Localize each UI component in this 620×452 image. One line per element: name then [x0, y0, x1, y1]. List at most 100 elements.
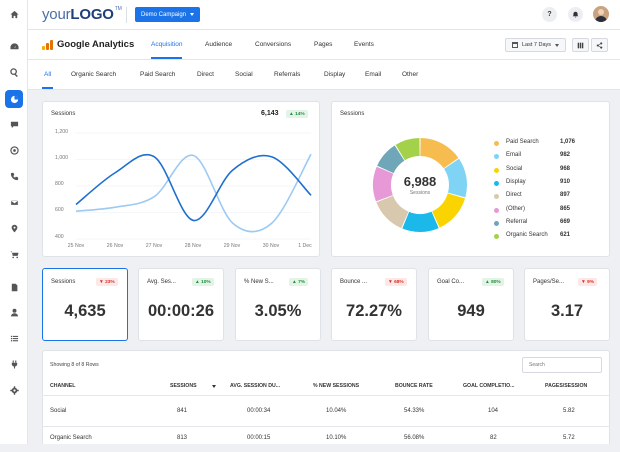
kpi-card[interactable]: Bounce ... ▼ 68% 72.27% — [331, 268, 417, 341]
notifications-button[interactable] — [568, 7, 583, 22]
tab-social[interactable]: Social — [235, 71, 253, 78]
document-icon[interactable] — [0, 277, 28, 297]
analytics-icon[interactable] — [5, 90, 23, 108]
kpi-title: Bounce ... — [340, 279, 368, 285]
chevron-down-icon — [190, 13, 195, 16]
legend-item[interactable]: Display 910 — [494, 179, 604, 189]
help-button[interactable]: ? — [542, 7, 557, 22]
cart-icon[interactable] — [0, 244, 28, 264]
date-range-dropdown[interactable]: Last 7 Days — [505, 38, 567, 52]
tab-pages[interactable]: Pages — [314, 41, 333, 48]
kpi-card[interactable]: Avg. Ses... ▲ 10% 00:00:26 — [138, 268, 224, 341]
kpi-card[interactable]: Pages/Se... ▼ 9% 3.17 — [524, 268, 610, 341]
columns-button[interactable] — [572, 38, 589, 52]
cell-new-sessions: 10.04% — [326, 408, 347, 414]
channel-tabs: All Organic Search Paid Search Direct So… — [28, 60, 620, 90]
target-icon[interactable] — [0, 140, 28, 160]
series-line-2[interactable] — [75, 153, 312, 233]
donut-total: 6,988 — [403, 174, 437, 189]
cell-new-sessions: 10.10% — [326, 435, 347, 441]
user-avatar[interactable] — [593, 6, 609, 22]
tab-paid-search[interactable]: Paid Search — [140, 71, 176, 78]
kpi-change-badge: ▼ 68% — [385, 278, 407, 286]
legend-label: Organic Search — [506, 232, 548, 239]
tab-acquisition[interactable]: Acquisition — [151, 41, 183, 59]
legend-item[interactable]: Email 982 — [494, 152, 604, 162]
column-header-sessions[interactable]: SESSIONS — [170, 383, 197, 389]
legend-item[interactable]: Organic Search 621 — [494, 232, 604, 242]
kpi-card[interactable]: % New S... ▲ 7% 3.05% — [235, 268, 321, 341]
campaign-dropdown[interactable]: Demo Campaign — [135, 7, 201, 22]
donut-slice[interactable] — [402, 211, 439, 232]
share-button[interactable] — [591, 38, 608, 52]
tab-events[interactable]: Events — [354, 41, 374, 48]
tab-all[interactable]: All — [41, 71, 54, 89]
legend-item[interactable]: Referral 669 — [494, 219, 604, 229]
bell-icon — [572, 11, 579, 18]
dashboard-icon[interactable] — [0, 36, 28, 56]
donut-caption: Sessions — [409, 190, 431, 196]
kpi-change-badge: ▼ 9% — [578, 278, 598, 286]
chat-icon[interactable] — [0, 114, 28, 134]
legend-item[interactable]: Social 968 — [494, 166, 604, 176]
tab-referrals[interactable]: Referrals — [274, 71, 301, 78]
column-header-goal-completions[interactable]: GOAL COMPLETIO... — [463, 383, 515, 389]
donut-center: 6,988 Sessions — [377, 174, 463, 196]
donut-slice[interactable] — [420, 138, 459, 169]
channel-donut-card: Sessions — [331, 101, 610, 257]
legend-value: 669 — [560, 218, 571, 225]
tab-audience[interactable]: Audience — [205, 41, 233, 48]
legend-swatch — [494, 220, 499, 226]
channel-donut-chart — [373, 138, 467, 232]
donut-slice[interactable] — [395, 138, 420, 161]
donut-slice[interactable] — [432, 193, 466, 228]
legend-swatch — [494, 194, 499, 200]
settings-icon[interactable] — [0, 380, 28, 400]
phone-icon[interactable] — [0, 166, 28, 186]
table-search-input[interactable] — [522, 357, 602, 373]
chart-title: Sessions — [51, 111, 76, 117]
user-icon[interactable] — [0, 302, 28, 322]
x-tick-label: 1 Dec — [298, 243, 312, 249]
legend-item[interactable]: Direct 897 — [494, 192, 604, 202]
kpi-card[interactable]: Goal Co... ▲ 80% 949 — [428, 268, 514, 341]
columns-icon — [577, 42, 584, 48]
legend-value: 897 — [560, 192, 571, 199]
search-icon[interactable] — [0, 62, 28, 82]
cell-bounce-rate: 54.33% — [404, 408, 425, 414]
plug-icon[interactable] — [0, 354, 28, 374]
list-icon[interactable] — [0, 328, 28, 348]
kpi-card[interactable]: Sessions ▼ 23% 4,635 — [42, 268, 128, 341]
tab-organic-search[interactable]: Organic Search — [71, 71, 117, 78]
donut-slice[interactable] — [444, 158, 467, 198]
column-header-avg-session-duration[interactable]: AVG. SESSION DU... — [230, 383, 281, 389]
sessions-change-badge: ▲ 14% — [286, 110, 308, 118]
legend-value: 968 — [560, 165, 571, 172]
tab-conversions[interactable]: Conversions — [255, 41, 292, 48]
column-header-pages-session[interactable]: PAGES/SESSION — [545, 383, 588, 389]
share-icon — [596, 41, 603, 49]
donut-slice[interactable] — [373, 166, 394, 202]
donut-slice[interactable] — [377, 145, 405, 174]
donut-slice[interactable] — [376, 195, 409, 229]
series-line-1[interactable] — [75, 154, 312, 222]
cell-avg-session: 00:00:34 — [247, 408, 271, 414]
tab-direct[interactable]: Direct — [197, 71, 214, 78]
column-header-channel[interactable]: CHANNEL — [50, 383, 76, 389]
sort-descending-icon[interactable] — [212, 385, 216, 388]
page-bottom-gutter — [0, 444, 620, 452]
legend-item[interactable]: Paid Search 1,076 — [494, 139, 604, 149]
legend-item[interactable]: (Other) 865 — [494, 206, 604, 216]
kpi-value: 3.17 — [550, 302, 584, 320]
tab-other[interactable]: Other — [402, 71, 419, 78]
tab-display[interactable]: Display — [324, 71, 346, 78]
brand-logo[interactable]: yourLOGOTM — [42, 6, 122, 23]
location-icon[interactable] — [0, 218, 28, 238]
column-header-new-sessions[interactable]: % NEW SESSIONS — [313, 383, 360, 389]
cell-channel: Social — [50, 408, 67, 414]
mail-icon[interactable] — [0, 192, 28, 212]
tab-email[interactable]: Email — [365, 71, 382, 78]
column-header-bounce-rate[interactable]: BOUNCE RATE — [395, 383, 433, 389]
x-tick-label: 28 Nov — [184, 243, 202, 249]
home-icon[interactable] — [0, 4, 28, 24]
